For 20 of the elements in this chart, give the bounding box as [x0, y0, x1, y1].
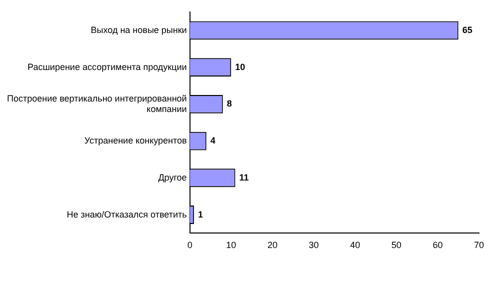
y-tick-label: Выход на новые рынки — [90, 24, 187, 35]
x-tick-label: 50 — [391, 240, 402, 250]
x-tick-label: 40 — [350, 240, 360, 250]
data-label: 4 — [210, 136, 216, 146]
y-tick-label: Устранение конкурентов — [84, 136, 188, 146]
y-tick-label: Не знаю/Отказался ответить — [66, 209, 188, 220]
data-label: 11 — [239, 172, 249, 182]
data-label: 1 — [198, 209, 203, 220]
y-tick-label: Расширение ассортимента продукции — [27, 62, 187, 72]
x-tick-label: 70 — [474, 240, 484, 250]
x-tick-label: 30 — [308, 240, 319, 250]
y-tick-label: Другое — [158, 172, 187, 182]
x-tick-label: 10 — [226, 240, 236, 250]
y-tick-label: Построение вертикально интегрированной компании — [6, 93, 187, 114]
data-label: 8 — [226, 98, 232, 109]
x-tick-label: 60 — [432, 240, 443, 250]
data-label: 10 — [235, 62, 246, 72]
x-tick-label: 20 — [267, 240, 278, 250]
data-label: 65 — [462, 24, 472, 35]
x-tick-label: 0 — [187, 240, 192, 250]
